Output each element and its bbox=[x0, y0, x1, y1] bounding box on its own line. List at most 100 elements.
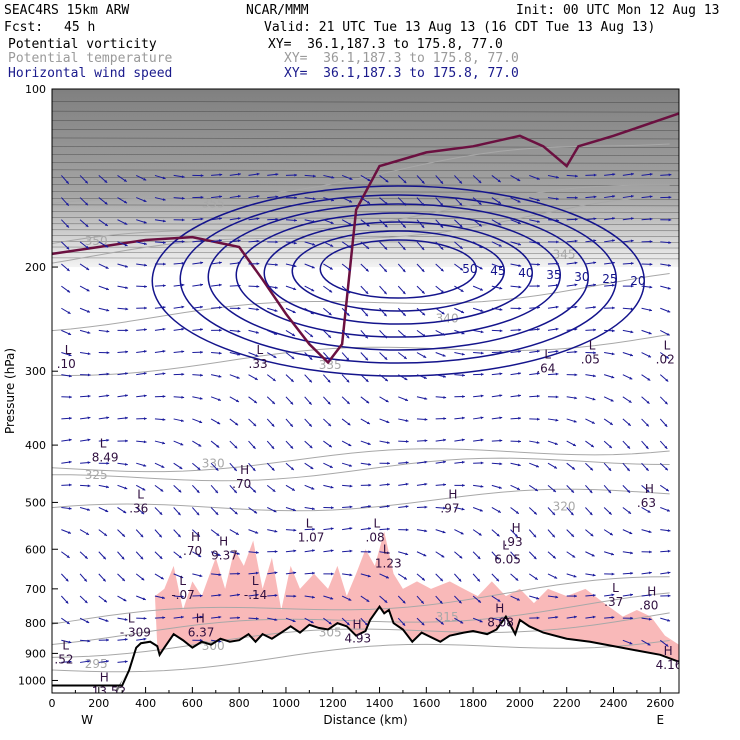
wind-vector-head bbox=[143, 417, 147, 421]
wind-vector-head bbox=[516, 597, 520, 601]
wind-vector-head bbox=[197, 467, 201, 470]
wind-vector-head bbox=[441, 311, 445, 315]
wind-vector-head bbox=[218, 573, 222, 577]
wind-vector-head bbox=[293, 549, 297, 553]
wind-vector-head bbox=[518, 439, 521, 443]
wind-vector-head bbox=[178, 555, 182, 559]
wind-vector-head bbox=[667, 309, 671, 313]
wind-vector-head bbox=[349, 527, 353, 530]
wind-vector-head bbox=[630, 616, 634, 620]
wind-vector-head bbox=[68, 460, 72, 464]
wind-vector-head bbox=[123, 178, 127, 182]
wind-vector-head bbox=[331, 175, 335, 179]
wind-vector-head bbox=[477, 578, 480, 582]
pv-extremum-value: .02 bbox=[656, 352, 675, 366]
wind-vector-head bbox=[611, 593, 615, 597]
wind-vector-head bbox=[68, 374, 72, 378]
wind-vector-head bbox=[293, 528, 297, 532]
wind-vector-head bbox=[555, 372, 559, 376]
wind-vector-head bbox=[330, 485, 334, 489]
wind-vector-head bbox=[310, 311, 314, 315]
wind-vector-head bbox=[405, 419, 409, 422]
wind-contour-20 bbox=[151, 185, 646, 377]
wind-vector-head bbox=[593, 305, 597, 309]
wind-vector-head bbox=[537, 417, 540, 421]
wind-vector-head bbox=[272, 488, 276, 492]
wind-vector-head bbox=[66, 621, 70, 625]
wind-vector-head bbox=[553, 465, 557, 469]
wind-vector-head bbox=[536, 372, 540, 376]
wind-vector-head bbox=[518, 350, 522, 354]
pv-extremum-type: L bbox=[612, 581, 619, 595]
pv-contour-line bbox=[52, 137, 679, 140]
wind-vector-head bbox=[405, 552, 409, 556]
wind-vector-head bbox=[291, 488, 295, 491]
wind-vector-head bbox=[218, 306, 222, 309]
wind-vector-head bbox=[387, 483, 390, 486]
wind-vector-head bbox=[665, 643, 669, 647]
wind-vector-head bbox=[668, 173, 672, 177]
wind-vector-head bbox=[365, 357, 368, 361]
wind-vector-head bbox=[181, 218, 185, 222]
pv-contour-line bbox=[52, 246, 679, 249]
wind-vector-head bbox=[384, 224, 388, 228]
wind-vector-head bbox=[554, 575, 558, 579]
pv-extremum-type: H bbox=[645, 482, 654, 496]
wind-vector-head bbox=[256, 194, 260, 198]
wind-vector-head bbox=[573, 419, 577, 423]
wind-vector-head bbox=[181, 595, 184, 599]
wind-vector-head bbox=[631, 172, 634, 176]
wind-vector-head bbox=[629, 641, 633, 645]
wind-vector-head bbox=[648, 571, 652, 575]
wind-vector-head bbox=[629, 353, 633, 357]
wind-vector-head bbox=[233, 468, 237, 471]
wind-vector-head bbox=[236, 552, 240, 555]
wind-vector-head bbox=[218, 374, 222, 378]
wind-vector-head bbox=[293, 241, 297, 245]
wind-vector-head bbox=[346, 335, 350, 339]
wind-vector-head bbox=[480, 461, 484, 465]
wind-vector-head bbox=[347, 267, 351, 271]
wind-vector-head bbox=[67, 289, 71, 293]
wind-vector-head bbox=[477, 599, 481, 603]
wind-vector-head bbox=[143, 616, 147, 620]
wind-vector-head bbox=[275, 263, 278, 267]
pv-extremum-value: .08 bbox=[366, 531, 385, 545]
wind-vector-head bbox=[498, 201, 502, 204]
wind-vector-head bbox=[593, 195, 597, 199]
wind-vector-head bbox=[237, 217, 241, 220]
wind-vector-head bbox=[593, 351, 596, 355]
wind-vector-head bbox=[630, 593, 633, 597]
wind-vector-head bbox=[443, 460, 446, 464]
wind-vector-head bbox=[348, 443, 352, 446]
wind-vector-head bbox=[199, 420, 203, 424]
x-tick-label: 2000 bbox=[506, 697, 534, 710]
wind-vector-head bbox=[217, 421, 221, 425]
wind-vector-head bbox=[648, 331, 652, 335]
wind-vector-head bbox=[592, 573, 596, 577]
wind-vector-head bbox=[271, 401, 275, 404]
wind-vector-head bbox=[459, 555, 463, 559]
wind-vector-head bbox=[162, 327, 166, 331]
wind-vector-head bbox=[144, 263, 147, 267]
wind-vector-head bbox=[592, 397, 596, 401]
wind-vector-head bbox=[160, 488, 164, 492]
isentrope-295 bbox=[52, 639, 670, 673]
wind-vector-head bbox=[271, 467, 275, 471]
wind-vector-head bbox=[294, 196, 297, 200]
wind-vector-head bbox=[537, 241, 541, 245]
wind-vector-head bbox=[649, 550, 652, 554]
wind-vector-head bbox=[124, 486, 128, 490]
pv-extremum-type: L bbox=[128, 611, 135, 625]
wind-vector-head bbox=[217, 553, 221, 556]
wind-vector-head bbox=[178, 489, 182, 493]
wind-vector-head bbox=[440, 224, 444, 228]
field-wind-name: Horizontal wind speed bbox=[8, 66, 173, 81]
pv-contour-line bbox=[52, 235, 679, 237]
wind-vector-head bbox=[478, 223, 482, 227]
wind-vector-head bbox=[200, 217, 204, 221]
wind-vector-head bbox=[649, 172, 653, 176]
wind-vector-head bbox=[480, 416, 484, 420]
wind-vector-head bbox=[628, 399, 632, 403]
wind-vector-head bbox=[405, 528, 409, 532]
